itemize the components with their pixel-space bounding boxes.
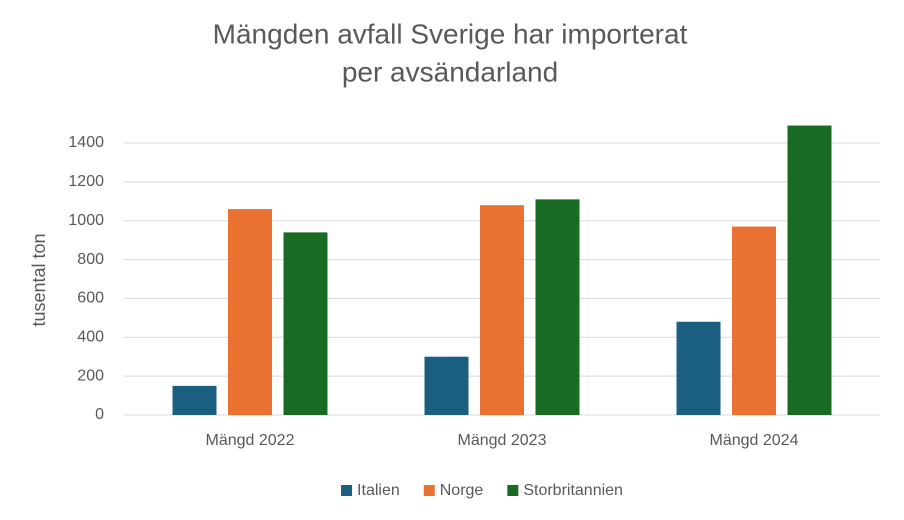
x-tick-label: Mängd 2022 — [206, 432, 295, 449]
bar — [172, 385, 217, 415]
y-tick-label: 600 — [77, 290, 104, 307]
bar — [676, 321, 721, 415]
legend-swatch — [341, 485, 353, 496]
y-tick-label: 1000 — [68, 212, 104, 229]
x-tick-label: Mängd 2024 — [710, 432, 799, 449]
y-tick-label: 1200 — [68, 173, 104, 190]
y-tick-label: 400 — [77, 329, 104, 346]
legend-label: Storbritannien — [523, 482, 623, 499]
bar — [480, 205, 524, 415]
legend-swatch — [423, 485, 435, 496]
x-tick-label: Mängd 2023 — [458, 432, 547, 449]
bar — [787, 125, 832, 415]
bar — [732, 226, 776, 415]
y-tick-label: 800 — [77, 251, 104, 268]
bar — [228, 209, 272, 415]
legend-swatch — [507, 485, 519, 496]
bar — [535, 199, 580, 415]
chart-title: Mängden avfall Sverige har importerat — [213, 18, 688, 49]
chart-title: per avsändarland — [342, 56, 558, 87]
bar — [283, 232, 328, 415]
legend-label: Italien — [357, 482, 400, 499]
y-axis-label: tusental ton — [29, 233, 49, 326]
y-tick-label: 200 — [77, 367, 104, 384]
legend-label: Norge — [440, 482, 484, 499]
y-tick-label: 0 — [95, 406, 104, 423]
y-tick-label: 1400 — [68, 134, 104, 151]
bar — [424, 356, 469, 415]
